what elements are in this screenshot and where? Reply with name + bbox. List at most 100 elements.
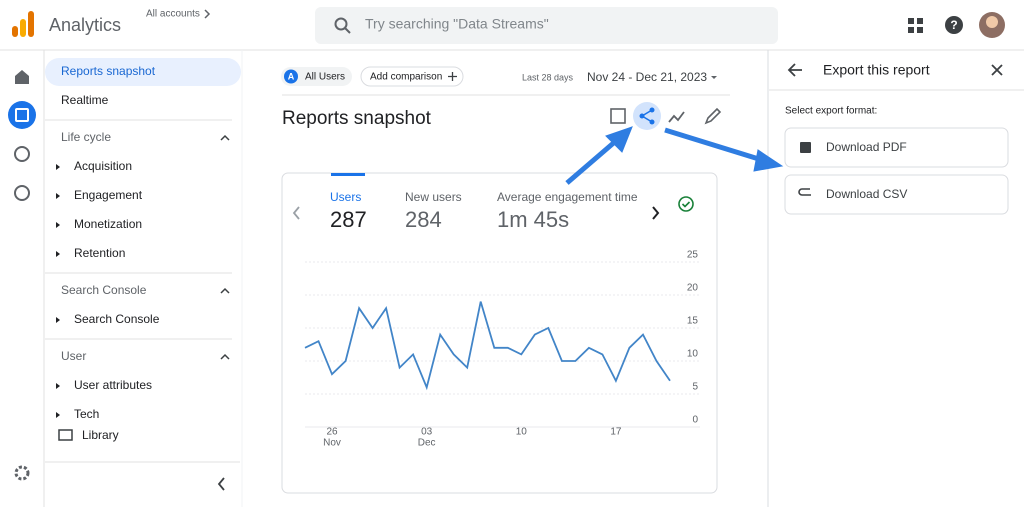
overview-card [281, 172, 718, 494]
sidebar-mask [45, 420, 241, 462]
date-range[interactable]: Nov 24 - Dec 21, 2023 [587, 70, 707, 84]
nav-item[interactable]: Search Console [74, 312, 160, 326]
export-option-label: Download CSV [826, 187, 907, 201]
status-check [681, 201, 691, 208]
export-options: Download PDF Download CSV [784, 127, 1009, 215]
metric-label[interactable]: Users [330, 190, 361, 204]
edit-icon[interactable] [704, 107, 722, 125]
library-icon [58, 429, 73, 441]
home-icon[interactable] [15, 70, 29, 84]
nav-item[interactable]: Engagement [74, 188, 143, 202]
segment-name: All Users [305, 72, 345, 83]
export-prompt: Select export format: [785, 106, 877, 117]
x-tick-label: 03 [421, 427, 433, 438]
x-tick-label: 17 [610, 427, 622, 438]
y-tick-label: 20 [687, 283, 699, 294]
nav-item[interactable]: Tech [74, 407, 99, 421]
y-tick-label: 15 [687, 316, 699, 327]
sidebar: Reports snapshot Realtime Life cycle Acquis… [45, 64, 241, 463]
nav-item[interactable]: Reports snapshot [61, 64, 156, 78]
share-icon [639, 107, 655, 125]
search-placeholder: Try searching "Data Streams" [365, 16, 549, 32]
attachment-icon [798, 188, 811, 196]
search-icon [344, 27, 351, 34]
export-option[interactable] [784, 174, 1009, 215]
metric-value: 287 [330, 207, 367, 232]
section-title[interactable]: User [61, 349, 86, 363]
export-option-label: Download PDF [826, 140, 907, 154]
range-label: Last 28 days [522, 72, 574, 82]
chart: Users 287 New users 284 Average engagement t… [304, 190, 700, 449]
nav-item[interactable]: Acquisition [74, 159, 132, 173]
segment-badge-bg [284, 69, 298, 84]
metric-label[interactable]: New users [405, 190, 462, 204]
x-tick-month: Nov [323, 438, 341, 449]
export-option[interactable] [784, 127, 1009, 168]
y-tick-label: 10 [687, 349, 699, 360]
section-caret[interactable] [220, 134, 230, 141]
search-icon [334, 17, 348, 31]
add-comparison[interactable] [360, 66, 464, 87]
advertising-icon[interactable] [14, 185, 30, 201]
report-title: Reports snapshot [282, 108, 432, 129]
x-tick-label: 10 [516, 427, 528, 438]
close-button[interactable] [991, 64, 1003, 76]
insights-icon[interactable] [668, 111, 685, 123]
expand-arrow[interactable] [56, 193, 60, 199]
x-tick-month: Dec [418, 438, 436, 449]
nav-item[interactable]: Monetization [74, 217, 142, 231]
y-tick-label: 25 [687, 250, 699, 261]
nav-item[interactable]: User attributes [74, 378, 152, 392]
annotation-arrows [565, 126, 784, 185]
y-tick-label: 0 [692, 415, 698, 426]
data-line [304, 301, 671, 391]
app-name: Analytics [49, 15, 121, 35]
nav-item[interactable]: Retention [74, 246, 125, 260]
date-dropdown[interactable] [711, 76, 717, 79]
expand-arrow[interactable] [56, 164, 60, 170]
metric-label[interactable]: Average engagement time [497, 190, 638, 204]
add-comparison-label: Add comparison [370, 72, 442, 83]
expand-arrow[interactable] [56, 251, 60, 257]
metric-value: 284 [405, 207, 442, 232]
expand-arrow[interactable] [56, 412, 60, 418]
nav-item[interactable]: Realtime [61, 93, 109, 107]
expand-arrow[interactable] [56, 222, 60, 228]
section-title[interactable]: Search Console [61, 283, 147, 297]
account-caret[interactable] [204, 9, 211, 19]
reports-icon[interactable] [8, 101, 36, 129]
collapse-button[interactable] [217, 477, 225, 491]
apps-icon[interactable] [908, 18, 923, 33]
customize-icon[interactable] [610, 108, 626, 124]
search-box[interactable] [315, 7, 778, 44]
prev-metric[interactable] [292, 206, 300, 220]
next-metric[interactable] [652, 206, 660, 220]
avatar-face [986, 16, 998, 28]
section-title[interactable]: Life cycle [61, 130, 111, 144]
account-switcher[interactable]: All accounts [146, 9, 200, 20]
settings-icon[interactable] [14, 465, 30, 481]
segment-chip[interactable] [281, 67, 352, 86]
nav-active-bg [45, 58, 241, 86]
add-icon [448, 72, 457, 81]
expand-arrow[interactable] [56, 383, 60, 389]
help-icon-glyph: ? [950, 18, 957, 32]
section-caret[interactable] [220, 353, 230, 360]
share-icon-bg[interactable] [633, 102, 661, 130]
segment-badge: A [288, 71, 295, 81]
nav-item[interactable]: Library [82, 428, 119, 442]
status-icon [678, 196, 694, 212]
help-icon[interactable] [945, 16, 963, 34]
expand-arrow[interactable] [56, 317, 60, 323]
section-caret[interactable] [220, 287, 230, 294]
logo [12, 11, 34, 37]
back-button[interactable] [787, 63, 802, 77]
tab-indicator [331, 173, 365, 176]
y-tick-label: 5 [692, 382, 698, 393]
pdf-icon [800, 142, 811, 153]
x-tick-label: 26 [326, 427, 338, 438]
explore-icon[interactable] [14, 146, 30, 162]
metric-value: 1m 45s [497, 207, 569, 232]
panel-title: Export this report [823, 62, 930, 78]
